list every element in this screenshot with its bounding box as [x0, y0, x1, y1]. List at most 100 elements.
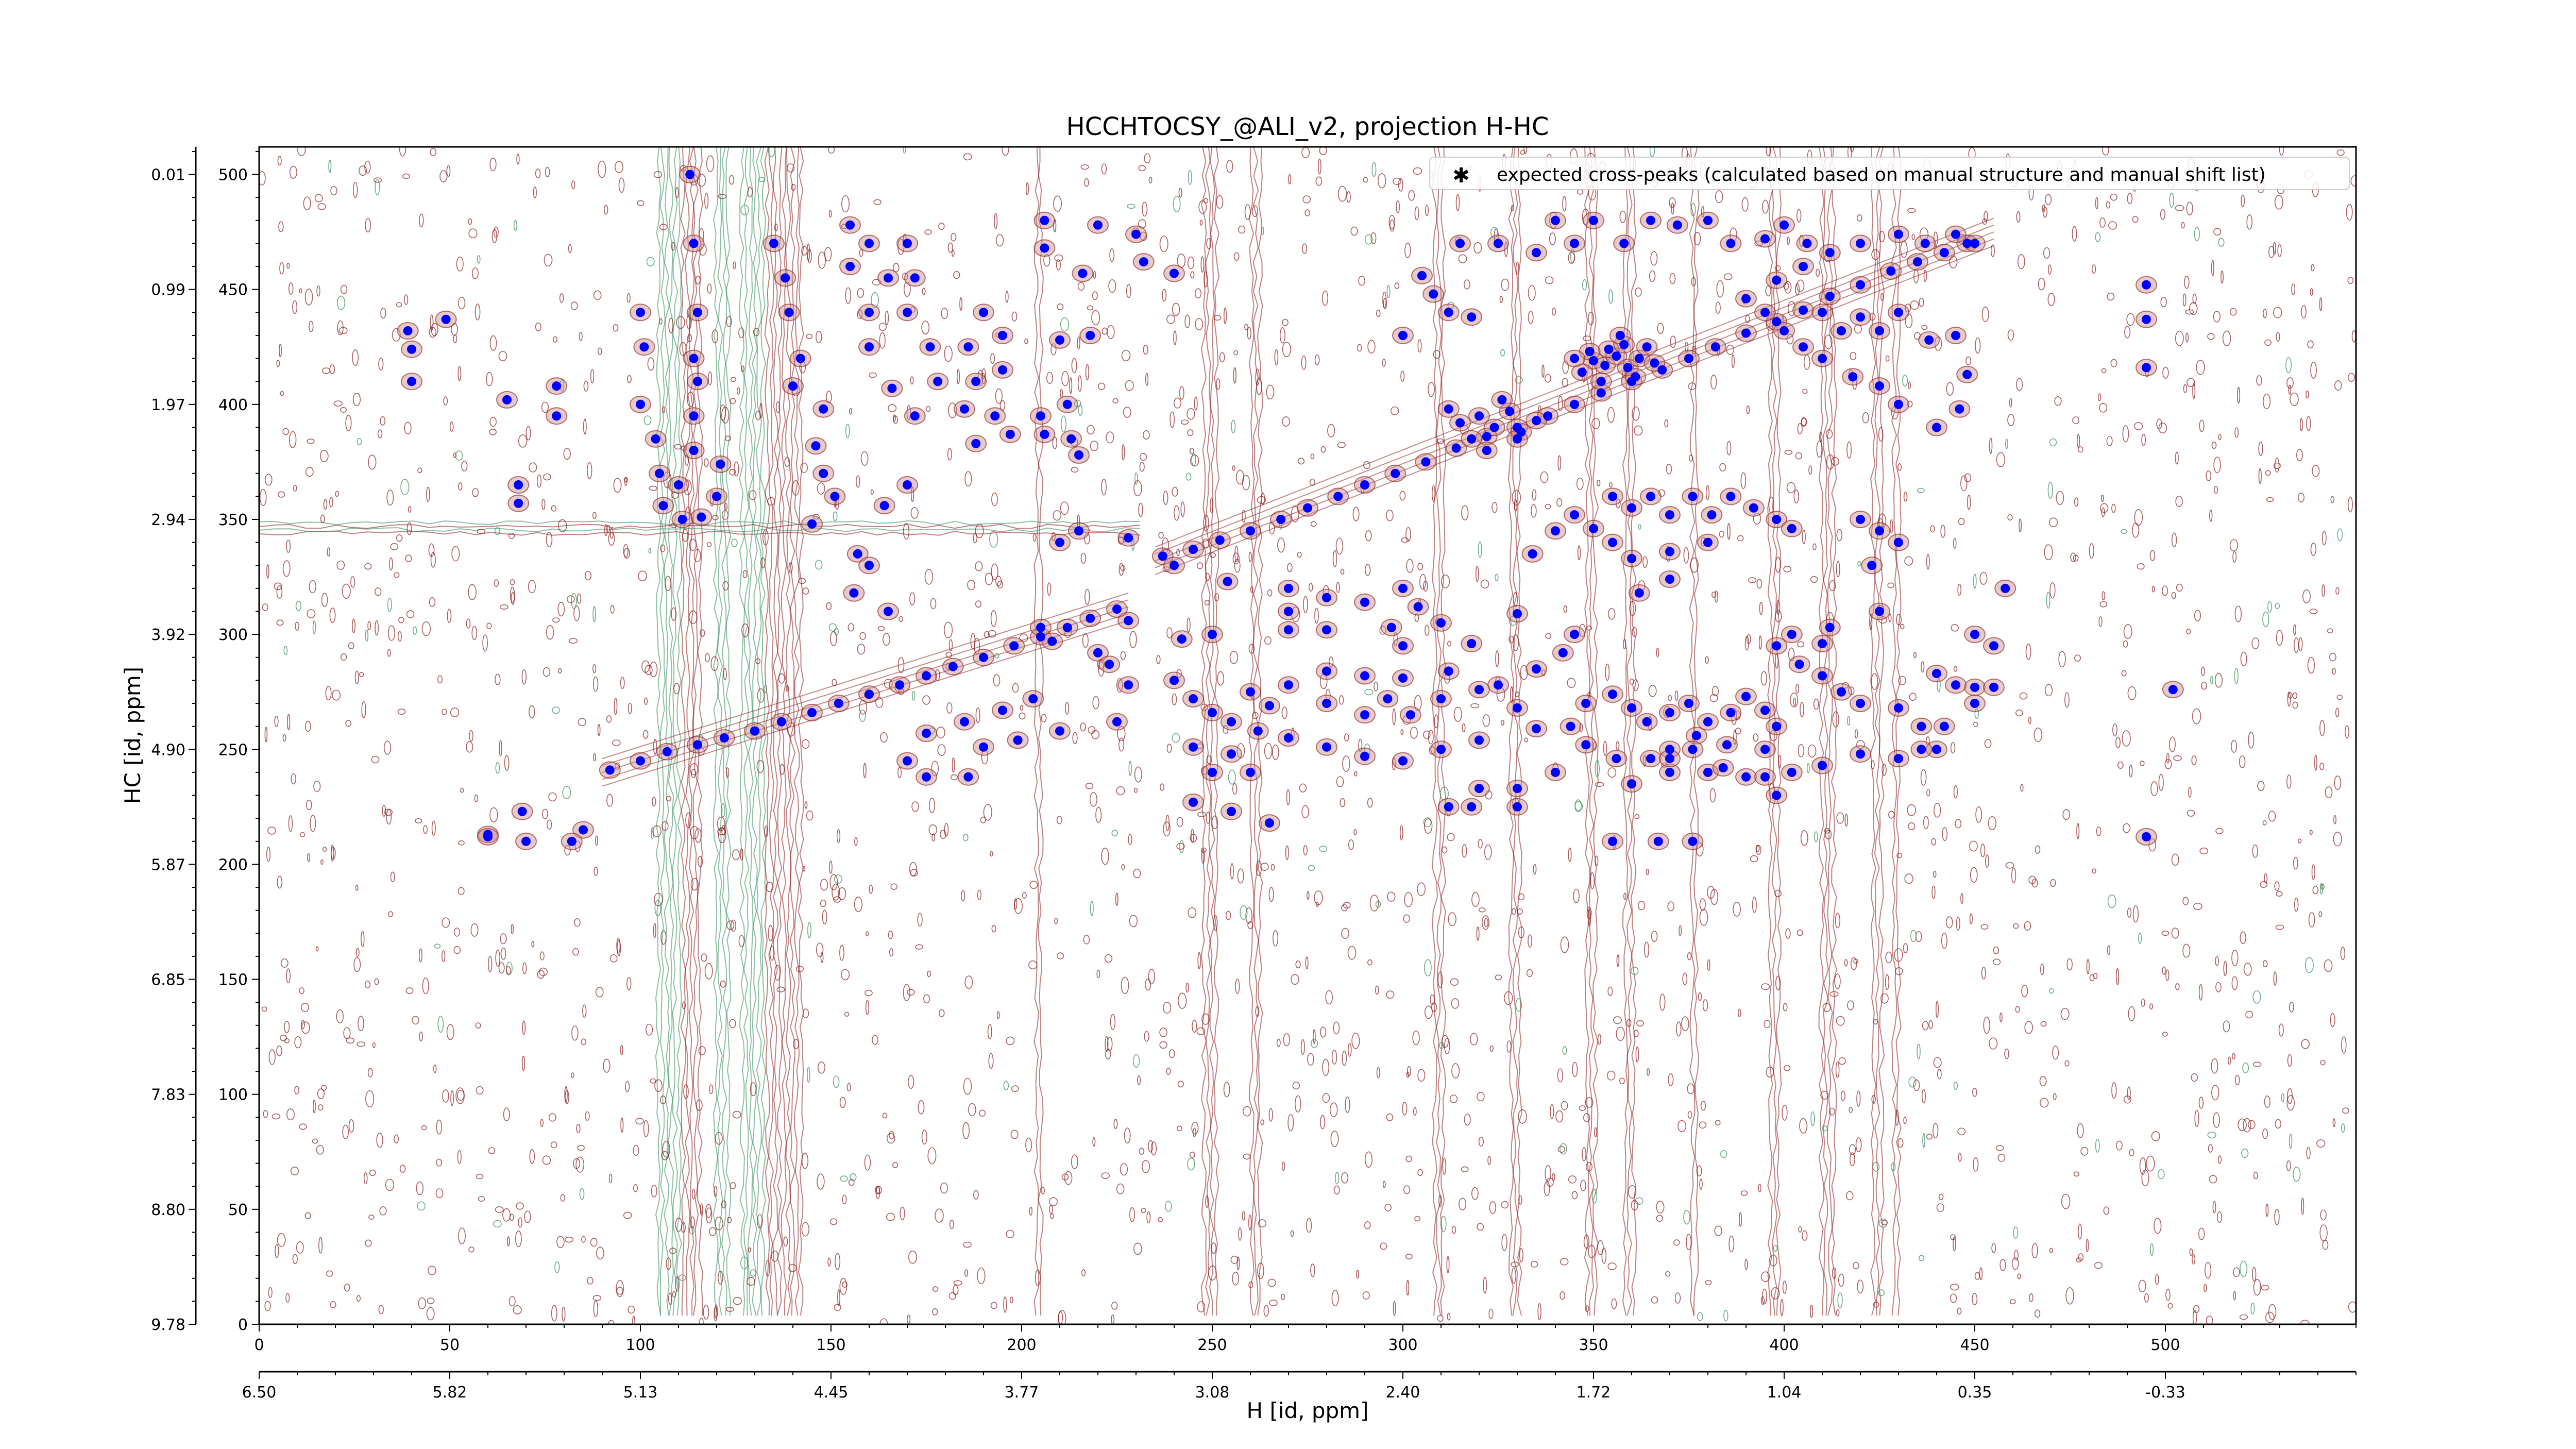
contour-noise [396, 302, 402, 308]
contour-noise [408, 506, 412, 513]
contour-noise [1261, 492, 1265, 505]
contour-noise [1347, 946, 1357, 960]
contour-noise [1911, 233, 1916, 240]
contour-noise [323, 499, 328, 510]
contour-noise [705, 653, 710, 663]
contour-noise [1714, 1225, 1722, 1236]
contour-noise [973, 1190, 979, 1200]
contour-noise [1484, 844, 1492, 860]
contour-noise [429, 327, 436, 338]
contour-noise [1211, 815, 1218, 830]
cross-peak-marker [1467, 434, 1477, 444]
contour-noise [266, 564, 269, 579]
contour-noise [1310, 521, 1317, 527]
cross-peak-marker [910, 273, 920, 283]
contour-noise [1878, 427, 1884, 442]
contour-noise [477, 255, 481, 264]
contour-noise [1340, 568, 1345, 575]
contour-noise [643, 697, 648, 705]
contour-noise [1433, 350, 1440, 359]
contour-noise [1807, 744, 1817, 758]
contour-noise [2019, 518, 2022, 533]
contour-noise [1382, 359, 1386, 367]
contour-noise [333, 400, 343, 407]
contour-noise [504, 755, 510, 771]
contour-noise [829, 1218, 838, 1225]
cross-peak-marker [1177, 634, 1187, 644]
contour-noise [2048, 517, 2058, 528]
cross-peak-marker [1653, 836, 1663, 846]
cross-peak-marker [1467, 639, 1477, 648]
contour-noise [2209, 1175, 2217, 1184]
contour-noise [368, 1215, 375, 1220]
contour-noise [1301, 805, 1309, 819]
contour-noise [1252, 712, 1259, 719]
contour-noise [1682, 972, 1688, 985]
contour-noise [1176, 817, 1183, 827]
contour-noise [988, 630, 997, 638]
contour-noise [730, 377, 737, 382]
contour-noise [1668, 1073, 1674, 1086]
contour-noise [1371, 162, 1377, 177]
contour-noise [1399, 491, 1406, 501]
contour-noise [778, 673, 785, 684]
cross-peak-marker [1787, 524, 1797, 533]
contour-noise [1517, 908, 1523, 915]
contour-noise [1191, 453, 1196, 466]
contour-noise [1687, 1083, 1694, 1094]
cross-peak-marker [1703, 215, 1713, 225]
contour-noise [494, 527, 501, 535]
contour-noise [687, 391, 694, 408]
contour-noise [1513, 634, 1519, 651]
contour-noise [1322, 1093, 1330, 1103]
contour-noise [1470, 1033, 1478, 1046]
contour-noise [2253, 1171, 2258, 1180]
cross-peak-marker [1482, 446, 1492, 456]
contour-noise [1997, 1154, 2006, 1162]
contour-noise [1583, 1113, 1590, 1123]
contour-noise [990, 353, 995, 364]
contour-noise [662, 821, 669, 831]
contour-noise [537, 970, 545, 979]
contour-noise [1117, 726, 1126, 742]
contour-band [697, 147, 703, 1316]
contour-noise [2093, 973, 2098, 980]
contour-diagonal [1155, 224, 1994, 554]
contour-noise [507, 1236, 510, 1246]
contour-noise [1758, 1184, 1761, 1192]
y-tick-label: 200 [218, 856, 248, 874]
contour-noise [306, 799, 312, 810]
cross-peak-marker [1646, 492, 1655, 501]
cross-peak-marker [514, 480, 523, 490]
contour-noise [1616, 954, 1620, 967]
contour-noise [2097, 393, 2102, 401]
contour-noise [888, 931, 893, 939]
contour-noise [495, 949, 501, 967]
contour-noise [458, 482, 463, 491]
contour-noise [1638, 900, 1646, 911]
contour-noise [1784, 449, 1793, 455]
cross-peak-marker [1074, 450, 1083, 460]
x-ppm-tick-label: 6.50 [242, 1384, 277, 1402]
contour-noise [1669, 273, 1676, 284]
contour-noise [1568, 847, 1572, 862]
contour-noise [2169, 736, 2176, 752]
cross-peak-marker [1962, 239, 1972, 248]
cross-peak-marker [1505, 407, 1515, 416]
contour-noise [1890, 1162, 1896, 1171]
contour-noise [1091, 310, 1100, 326]
contour-noise [1266, 384, 1275, 400]
contour-noise [2184, 276, 2190, 289]
cross-peak-marker [1497, 395, 1507, 405]
contour-band [655, 147, 662, 1316]
contour-noise [2099, 601, 2108, 608]
contour-noise [1458, 254, 1467, 263]
contour-noise [1132, 1054, 1140, 1068]
contour-noise [1446, 1256, 1450, 1273]
contour-noise [1340, 798, 1346, 807]
contour-noise [1478, 541, 1482, 558]
contour-noise [294, 1036, 302, 1049]
cross-peak-marker [1665, 754, 1674, 764]
contour-noise [603, 205, 608, 215]
contour-noise [1750, 855, 1758, 863]
